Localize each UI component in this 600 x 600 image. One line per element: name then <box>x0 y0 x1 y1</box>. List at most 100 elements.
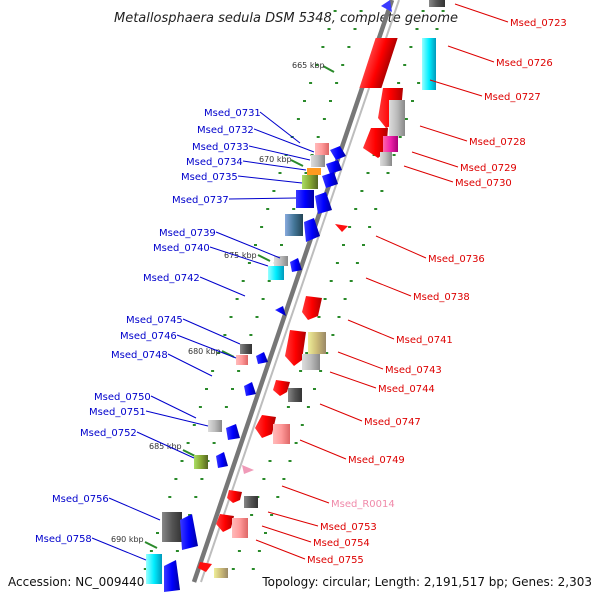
leader-line <box>91 537 147 561</box>
gene-block <box>308 332 326 354</box>
track-dot <box>262 478 266 480</box>
ruler: 665 kbp 670 kbp 675 kbp 680 kbp 685 kbp … <box>111 61 335 549</box>
gene-label: Msed_0756 <box>52 494 109 505</box>
track-dot <box>309 82 313 84</box>
gene-block <box>244 496 258 508</box>
track-dot <box>186 442 190 444</box>
leader-line <box>337 351 384 370</box>
track-dot <box>347 46 351 48</box>
gene-label: Msed_0732 <box>197 125 254 136</box>
gene-arrow <box>290 258 302 272</box>
track-dot <box>268 460 272 462</box>
gene-block <box>380 152 392 166</box>
track-dot <box>441 10 445 12</box>
gene-block <box>302 354 320 370</box>
gene-block <box>268 266 284 280</box>
gene-arrow <box>275 306 286 316</box>
track-dot <box>286 406 290 408</box>
track-dot <box>296 118 300 120</box>
gene-label: Msed_0747 <box>364 417 421 428</box>
gene-label: Msed_0758 <box>35 534 92 545</box>
leader-line <box>237 175 303 184</box>
gene-label: Msed_0753 <box>320 522 377 533</box>
gene-block <box>285 214 303 236</box>
leader-line <box>136 431 195 459</box>
track-dot <box>217 352 221 354</box>
track-dot <box>337 316 341 318</box>
track-dot <box>325 352 329 354</box>
leader-line <box>419 125 468 142</box>
track-dot <box>143 568 147 570</box>
track-dot <box>247 262 251 264</box>
gene-label: Msed_0755 <box>307 555 364 566</box>
leader-line <box>281 485 330 504</box>
leader-line <box>176 334 237 359</box>
track-dot <box>398 136 402 138</box>
track-dot <box>237 550 241 552</box>
track-dot <box>198 406 202 408</box>
reverse-labels: Msed_0723 Msed_0726 Msed_0727 Msed_0728 … <box>307 18 567 566</box>
leader-line <box>375 235 427 259</box>
gene-label: Msed_0734 <box>186 157 243 168</box>
track-dot <box>417 82 421 84</box>
track-dot <box>149 550 153 552</box>
track-dot <box>235 298 239 300</box>
track-dot <box>200 478 204 480</box>
leader-line <box>145 410 209 427</box>
gene-arrow <box>302 296 322 320</box>
track-dot <box>353 28 357 30</box>
genome-backbone <box>191 0 400 583</box>
leader-line <box>403 165 454 183</box>
track-dot <box>192 424 196 426</box>
track-dot <box>251 568 255 570</box>
leader-line <box>429 79 483 97</box>
leader-line <box>454 3 509 23</box>
track-dot <box>212 442 216 444</box>
track-dot <box>380 190 384 192</box>
gene-block <box>307 168 321 175</box>
gene-arrow <box>216 452 228 468</box>
gene-label: Msed_0730 <box>455 178 512 189</box>
leader-line <box>215 231 281 259</box>
gene-label: Msed_0742 <box>143 273 200 284</box>
track-dot <box>386 172 390 174</box>
track-dot <box>322 118 326 120</box>
track-dot <box>292 208 296 210</box>
track-dot <box>421 10 425 12</box>
track-dot <box>317 316 321 318</box>
gene-arrow <box>315 192 332 214</box>
track-dot <box>205 388 208 390</box>
track-dot <box>261 298 265 300</box>
track-dot <box>397 82 401 84</box>
leader-line <box>199 276 246 297</box>
ruler-label: 665 kbp <box>292 61 325 70</box>
track-dot <box>288 460 292 462</box>
track-dot <box>354 208 358 210</box>
gene-arrow <box>363 128 388 158</box>
gene-block <box>288 388 302 402</box>
track-dot <box>341 64 345 66</box>
gene-arrow <box>244 382 256 396</box>
gene-label: Msed_0745 <box>126 315 183 326</box>
track-dot <box>319 370 323 372</box>
leader-line <box>248 145 311 161</box>
leader-line <box>182 318 241 345</box>
gene-label: Msed_0744 <box>378 384 435 395</box>
gene-label: Msed_0723 <box>510 18 567 29</box>
track-dot <box>374 208 378 210</box>
track-dot <box>305 352 309 354</box>
gene-block <box>274 256 288 266</box>
gene-block <box>389 100 405 136</box>
track-dot <box>366 172 370 174</box>
track-dot <box>329 100 332 102</box>
gene-label: Msed_0733 <box>192 142 249 153</box>
track-dot <box>280 244 283 246</box>
gene-block <box>194 455 208 469</box>
gene-arrow <box>180 514 198 550</box>
gene-label: Msed_0727 <box>484 92 541 103</box>
track-dot <box>404 118 408 120</box>
gene-label: Msed_0751 <box>89 407 146 418</box>
gene-block <box>383 136 398 152</box>
track-dot <box>267 280 271 282</box>
leader-line <box>259 111 301 144</box>
